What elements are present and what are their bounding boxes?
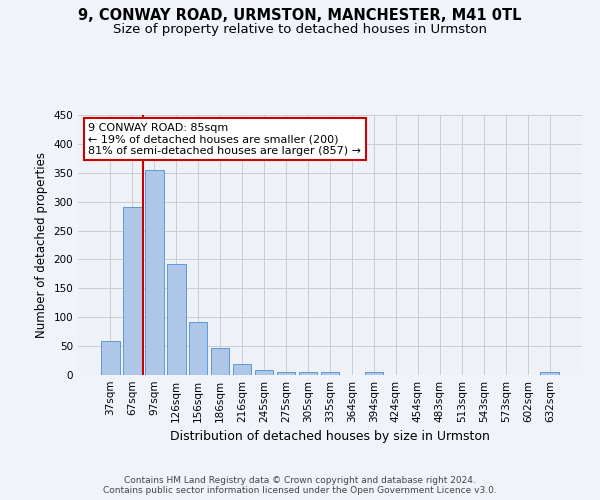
Bar [299,372,317,375]
X-axis label: Distribution of detached houses by size in Urmston: Distribution of detached houses by size … [170,430,490,444]
Text: 9, CONWAY ROAD, URMSTON, MANCHESTER, M41 0TL: 9, CONWAY ROAD, URMSTON, MANCHESTER, M41… [78,8,522,22]
Bar [255,370,274,375]
Text: Size of property relative to detached houses in Urmston: Size of property relative to detached ho… [113,22,487,36]
Bar [277,372,295,375]
Bar [541,372,559,375]
Bar [101,342,119,375]
Text: 9 CONWAY ROAD: 85sqm
← 19% of detached houses are smaller (200)
81% of semi-deta: 9 CONWAY ROAD: 85sqm ← 19% of detached h… [88,123,361,156]
Bar [167,264,185,375]
Bar [365,372,383,375]
Text: Contains HM Land Registry data © Crown copyright and database right 2024.
Contai: Contains HM Land Registry data © Crown c… [103,476,497,495]
Bar [189,322,208,375]
Bar [233,364,251,375]
Y-axis label: Number of detached properties: Number of detached properties [35,152,48,338]
Bar [123,208,142,375]
Bar [320,372,340,375]
Bar [211,348,229,375]
Bar [145,170,164,375]
